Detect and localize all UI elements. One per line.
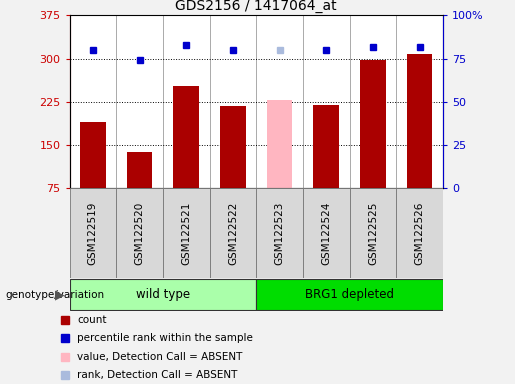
Bar [70, 188, 116, 278]
Text: genotype/variation: genotype/variation [5, 290, 104, 300]
Bar [350, 188, 396, 278]
Bar [163, 188, 210, 278]
Bar [127, 152, 152, 188]
Text: GSM122523: GSM122523 [274, 202, 285, 265]
Text: GSM122525: GSM122525 [368, 202, 378, 265]
Text: ▶: ▶ [55, 288, 64, 301]
Text: GSM122520: GSM122520 [134, 202, 145, 265]
Bar [407, 54, 433, 188]
Bar [174, 86, 199, 188]
Bar [314, 104, 339, 188]
Text: value, Detection Call = ABSENT: value, Detection Call = ABSENT [77, 352, 243, 362]
Bar [70, 279, 256, 310]
Bar [360, 60, 386, 188]
Bar [396, 188, 443, 278]
Text: GSM122526: GSM122526 [415, 202, 424, 265]
Bar [256, 279, 443, 310]
Bar [256, 188, 303, 278]
Bar [116, 188, 163, 278]
Bar [303, 188, 350, 278]
Text: GSM122524: GSM122524 [321, 202, 331, 265]
Bar [80, 122, 106, 188]
Bar [267, 100, 293, 188]
Text: count: count [77, 315, 107, 325]
Text: wild type: wild type [136, 288, 190, 301]
Text: percentile rank within the sample: percentile rank within the sample [77, 333, 253, 343]
Bar [220, 106, 246, 188]
Text: rank, Detection Call = ABSENT: rank, Detection Call = ABSENT [77, 370, 237, 380]
Title: GDS2156 / 1417064_at: GDS2156 / 1417064_at [176, 0, 337, 13]
Bar [210, 188, 256, 278]
Text: GSM122519: GSM122519 [88, 202, 98, 265]
Text: BRG1 depleted: BRG1 depleted [305, 288, 394, 301]
Text: GSM122521: GSM122521 [181, 202, 191, 265]
Text: GSM122522: GSM122522 [228, 202, 238, 265]
